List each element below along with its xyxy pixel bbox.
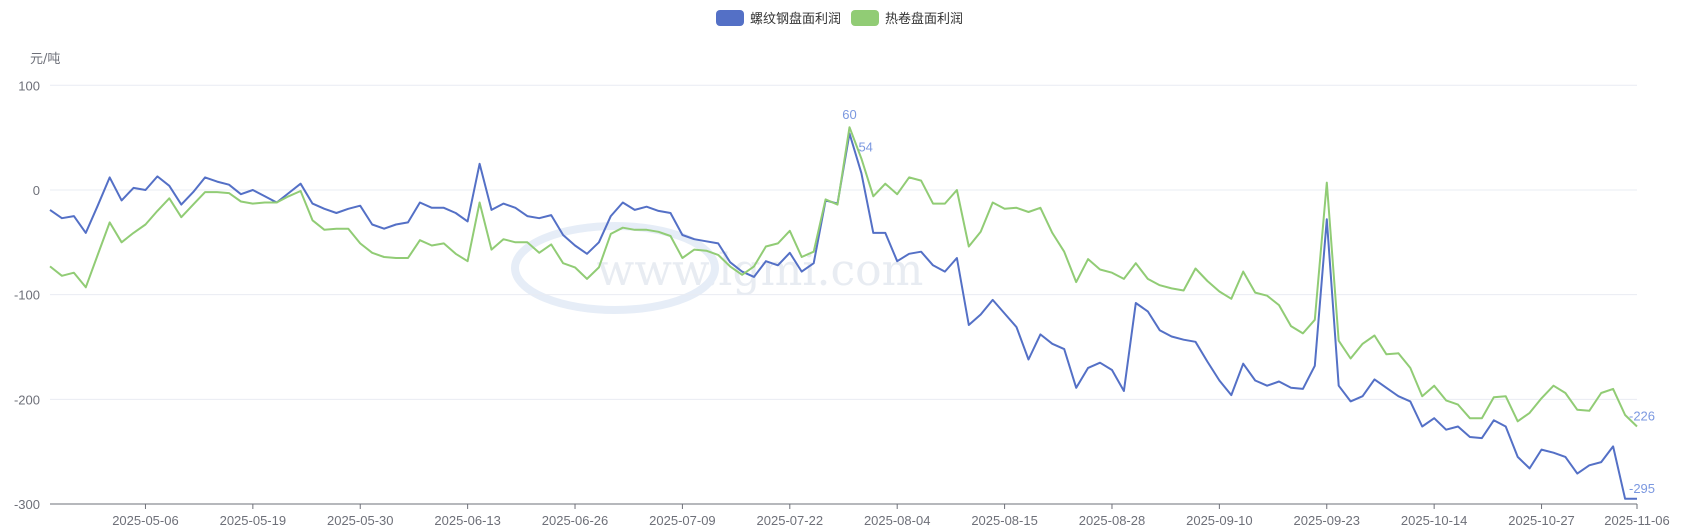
series-line-0: [49, 132, 1637, 500]
y-axis-unit: 元/吨: [30, 52, 61, 67]
legend-label-hrc: 热卷盘面利润: [885, 12, 964, 27]
x-tick-label: 2025-08-28: [1079, 513, 1146, 528]
x-tick-label: 2025-05-19: [220, 513, 287, 528]
data-label: 60: [842, 107, 856, 122]
data-label: -295: [1629, 481, 1655, 496]
x-tick-label: 2025-09-23: [1294, 513, 1361, 528]
legend-item-hrc[interactable]: 热卷盘面利润: [851, 8, 963, 27]
x-tick-label: 2025-08-04: [864, 513, 931, 528]
y-tick-label: -100: [14, 288, 40, 303]
x-tick-label: 2025-10-14: [1401, 513, 1468, 528]
legend: 螺纹钢盘面利润 热卷盘面利润: [716, 8, 973, 27]
x-tick-label: 2025-10-27: [1508, 513, 1575, 528]
data-label: -226: [1629, 409, 1655, 424]
x-tick-label: 2025-11-06: [1604, 513, 1670, 528]
x-tick-label: 2025-08-15: [971, 513, 1038, 528]
y-tick-label: -300: [14, 497, 40, 512]
x-tick-label: 2025-06-13: [434, 513, 501, 528]
x-tick-label: 2025-07-22: [757, 513, 824, 528]
x-tick-label: 2025-05-30: [327, 513, 394, 528]
watermark-logo: [511, 222, 719, 314]
x-tick-label: 2025-09-10: [1186, 513, 1253, 528]
y-tick-label: 0: [33, 183, 40, 198]
legend-swatch-hrc: [851, 9, 880, 26]
legend-label-rebar: 螺纹钢盘面利润: [750, 12, 842, 27]
data-label: 54: [858, 139, 872, 154]
x-tick-label: 2025-07-09: [649, 513, 716, 528]
x-tick-label: 2025-05-06: [112, 513, 179, 528]
y-tick-label: -200: [14, 392, 40, 407]
x-tick-label: 2025-06-26: [542, 513, 609, 528]
legend-item-rebar[interactable]: 螺纹钢盘面利润: [716, 8, 841, 27]
series-line-1: [49, 126, 1638, 428]
legend-swatch-rebar: [716, 9, 744, 26]
y-tick-label: 100: [18, 78, 40, 93]
